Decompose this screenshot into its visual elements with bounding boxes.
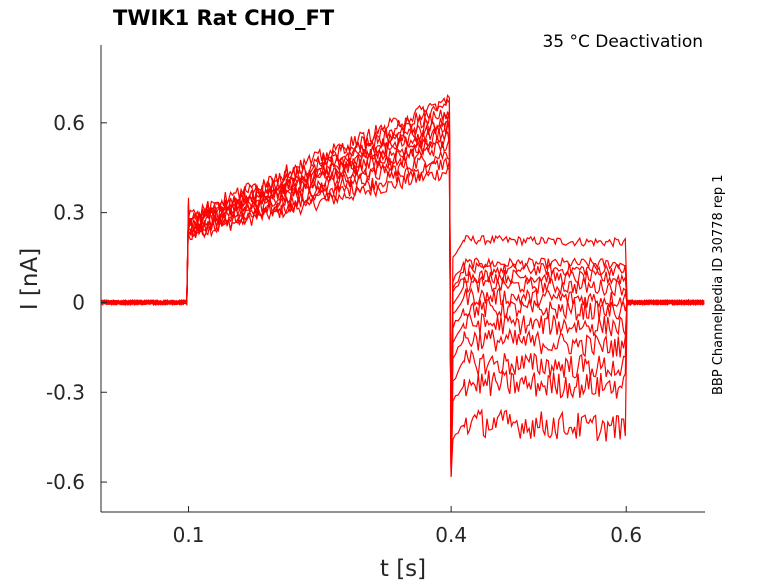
x-tick-label: 0.4 bbox=[435, 523, 467, 547]
x-tick-label: 0.6 bbox=[610, 523, 642, 547]
y-axis-label: I [nA] bbox=[17, 248, 43, 310]
y-tick-label: 0 bbox=[72, 290, 85, 314]
y-ticks: 0.6 0.3 0 -0.3 -0.6 bbox=[46, 111, 107, 494]
current-trace-12 bbox=[100, 94, 705, 478]
traces-layer bbox=[100, 94, 705, 478]
chart-subtitle: 35 °C Deactivation bbox=[542, 32, 703, 52]
x-tick-label: 0.1 bbox=[173, 523, 205, 547]
y-tick-label: -0.3 bbox=[46, 380, 85, 404]
current-trace-6 bbox=[100, 124, 705, 472]
chart-title: TWIK1 Rat CHO_FT bbox=[113, 6, 335, 30]
y-tick-label: 0.3 bbox=[53, 201, 85, 225]
channelpedia-id-label: BBP Channelpedia ID 30778 rep 1 bbox=[711, 174, 726, 395]
current-trace-3 bbox=[100, 149, 705, 469]
y-tick-label: 0.6 bbox=[53, 111, 85, 135]
y-tick-label: -0.6 bbox=[46, 470, 85, 494]
x-axis-label: t [s] bbox=[380, 556, 426, 582]
x-ticks: 0.1 0.4 0.6 bbox=[173, 506, 642, 547]
current-trace-4 bbox=[100, 137, 705, 470]
